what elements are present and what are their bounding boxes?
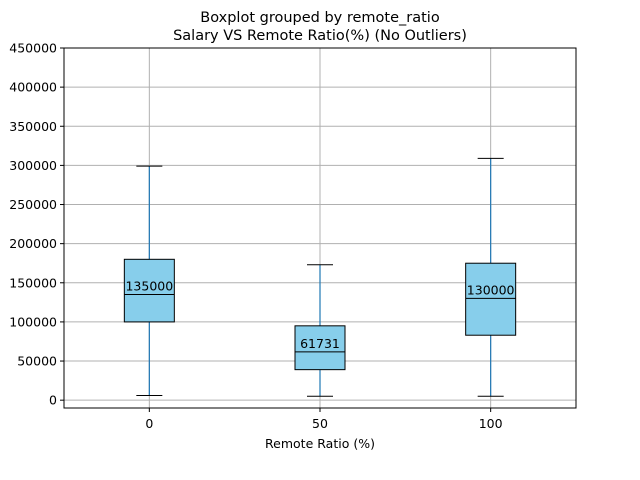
- chart-title: Boxplot grouped by remote_ratio: [200, 10, 440, 26]
- y-tick-label: 150000: [9, 275, 57, 290]
- y-tick-label: 450000: [9, 41, 57, 56]
- median-label: 135000: [125, 279, 173, 294]
- y-tick-label: 0: [49, 393, 57, 408]
- box-group: 61731: [294, 264, 346, 397]
- box-layer: 135000 61731 130000: [123, 157, 517, 397]
- y-tick-label: 300000: [9, 158, 57, 173]
- y-tick-label: 400000: [9, 80, 57, 95]
- iqr-box: [123, 258, 175, 323]
- iqr-box: [465, 262, 517, 336]
- chart-subtitle: Salary VS Remote Ratio(%) (No Outliers): [173, 28, 467, 44]
- median-label: 61731: [300, 336, 340, 351]
- x-tick-label: 100: [479, 416, 503, 431]
- box-group: 135000: [123, 165, 175, 396]
- y-tick-label: 350000: [9, 119, 57, 134]
- y-tick-label: 100000: [9, 314, 57, 329]
- x-axis-label: Remote Ratio (%): [265, 436, 375, 451]
- tick-layer: 0 50000 100000 150000 200000 250000 300000 3500…: [9, 41, 502, 432]
- x-tick-label: 50: [312, 416, 328, 431]
- x-tick-label: 0: [145, 416, 153, 431]
- y-tick-label: 200000: [9, 236, 57, 251]
- iqr-box: [294, 325, 346, 371]
- box-group: 130000: [465, 157, 517, 397]
- median-label: 130000: [467, 282, 515, 297]
- y-tick-label: 250000: [9, 197, 57, 212]
- y-tick-label: 50000: [17, 354, 57, 369]
